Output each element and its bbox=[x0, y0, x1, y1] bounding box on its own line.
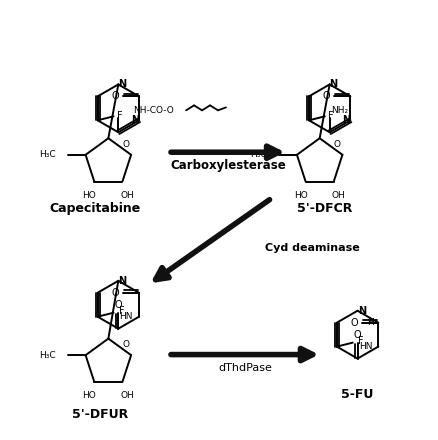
Text: Capecitabine: Capecitabine bbox=[49, 202, 141, 215]
Text: NH-CO-O: NH-CO-O bbox=[133, 106, 173, 115]
Text: N: N bbox=[329, 80, 337, 89]
Text: Carboxylesterase: Carboxylesterase bbox=[170, 159, 285, 172]
Text: O: O bbox=[122, 140, 129, 149]
Text: N: N bbox=[358, 306, 366, 316]
Text: N: N bbox=[131, 115, 139, 125]
Text: O: O bbox=[350, 318, 357, 328]
Text: OH: OH bbox=[120, 391, 134, 400]
Text: O: O bbox=[111, 92, 119, 101]
Text: N: N bbox=[118, 80, 126, 89]
Text: O: O bbox=[114, 300, 122, 310]
Text: H₃C: H₃C bbox=[250, 150, 266, 159]
Text: F: F bbox=[118, 306, 124, 316]
Text: F: F bbox=[357, 336, 363, 345]
Text: O: O bbox=[333, 140, 340, 149]
Text: H₃C: H₃C bbox=[39, 351, 56, 359]
Text: 5'-DFCR: 5'-DFCR bbox=[296, 202, 352, 215]
Text: HO: HO bbox=[293, 191, 307, 200]
Text: O: O bbox=[111, 288, 119, 298]
Text: OH: OH bbox=[331, 191, 345, 200]
Text: N: N bbox=[342, 115, 350, 125]
Text: HO: HO bbox=[82, 391, 96, 400]
Text: H₃C: H₃C bbox=[39, 150, 56, 159]
Text: HN: HN bbox=[119, 312, 133, 321]
Text: O: O bbox=[353, 330, 360, 340]
Text: OH: OH bbox=[120, 191, 134, 200]
Text: N: N bbox=[118, 276, 126, 286]
Text: NH₂: NH₂ bbox=[330, 106, 347, 115]
Text: H: H bbox=[366, 318, 373, 327]
Text: 5'-DFUR: 5'-DFUR bbox=[72, 408, 128, 421]
Text: O: O bbox=[122, 341, 129, 349]
Text: Cyd deaminase: Cyd deaminase bbox=[264, 243, 359, 253]
Text: F: F bbox=[117, 111, 122, 121]
Text: dThdPase: dThdPase bbox=[218, 363, 271, 373]
Text: HN: HN bbox=[358, 342, 371, 351]
Text: O: O bbox=[322, 92, 329, 101]
Text: F: F bbox=[327, 111, 333, 121]
Text: HO: HO bbox=[82, 191, 96, 200]
Text: 5-FU: 5-FU bbox=[341, 388, 373, 401]
